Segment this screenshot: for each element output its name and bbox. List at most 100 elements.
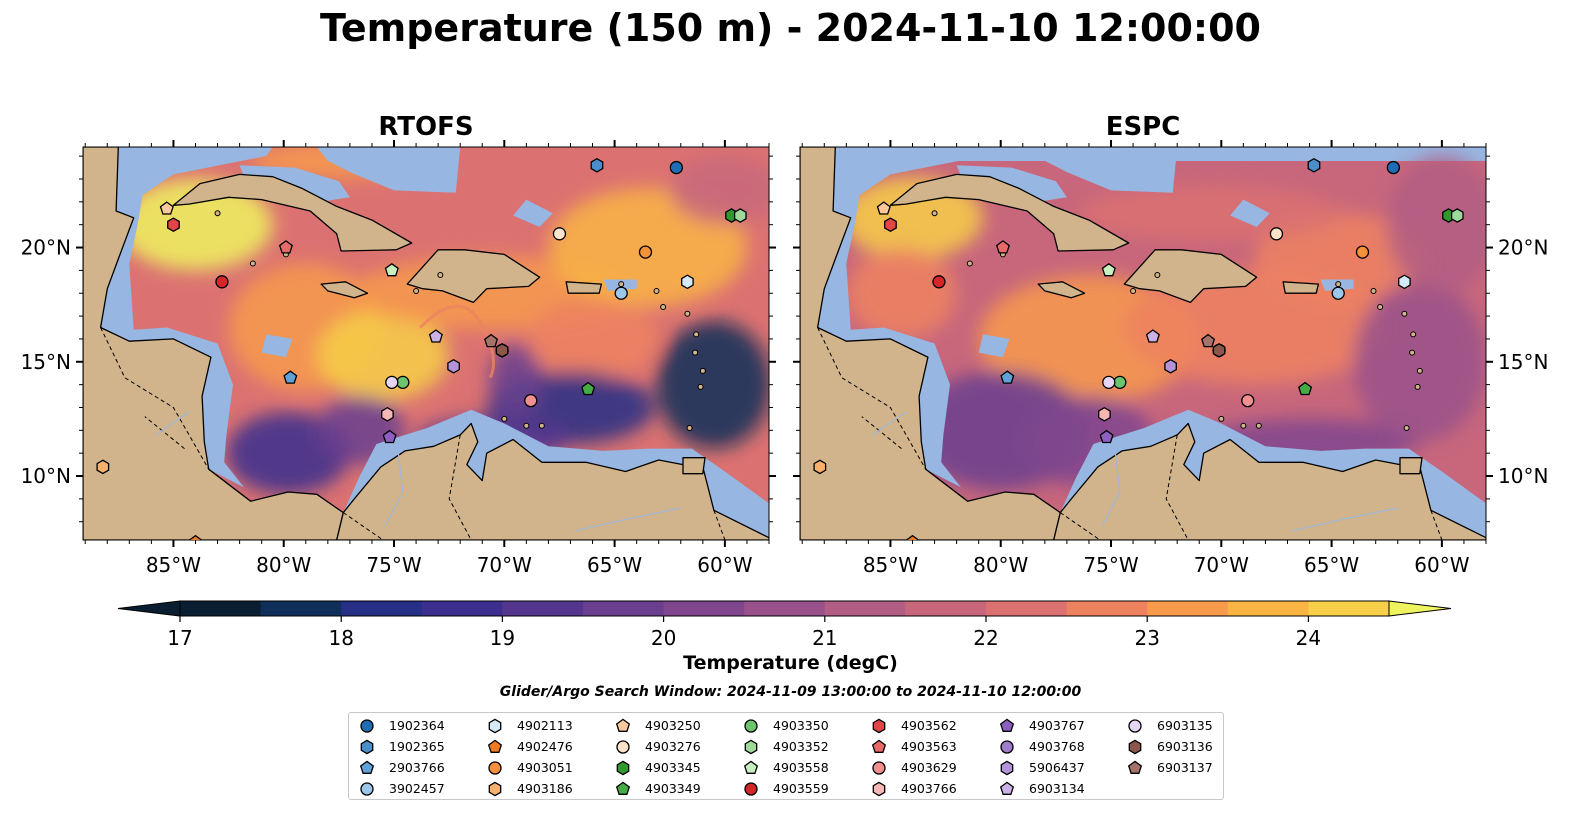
legend-item-6903134: 6903134 xyxy=(999,778,1085,799)
colorbar-tick-label: 21 xyxy=(812,626,837,650)
land-centralAmerica xyxy=(83,147,344,540)
island xyxy=(1154,271,1161,278)
shelf-water xyxy=(316,147,461,193)
temperature-anomaly xyxy=(669,156,769,225)
float-marker-4903352 xyxy=(733,208,747,223)
float-marker-4903766 xyxy=(1098,406,1111,422)
lon-tick-label: 65°W xyxy=(587,553,642,577)
shelf-water xyxy=(261,334,293,358)
legend-item-4903186: 4903186 xyxy=(487,778,573,799)
legend-item-2903766: 2903766 xyxy=(359,757,445,778)
colorbar-extend-min xyxy=(117,600,181,617)
country-border xyxy=(448,434,472,540)
colorbar-segment xyxy=(986,601,1068,616)
island xyxy=(653,287,660,294)
map-panel-rtofs xyxy=(83,147,769,540)
legend-item-4903350: 4903350 xyxy=(743,715,829,736)
legend-label: 6903135 xyxy=(1157,718,1213,733)
legend-marker xyxy=(743,760,759,774)
legend-marker-hexagon-icon xyxy=(488,718,502,733)
shelf-water xyxy=(83,147,273,488)
legend-item-4903345: 4903345 xyxy=(615,757,701,778)
colorbar-tick-label: 20 xyxy=(651,626,676,650)
island xyxy=(1401,310,1408,317)
legend-label: 4903563 xyxy=(901,739,957,754)
island xyxy=(1335,281,1342,288)
lat-tick-label: 10°N xyxy=(21,464,71,488)
float-marker-6903137 xyxy=(1201,333,1216,348)
river xyxy=(1291,507,1398,532)
legend-item-6903135: 6903135 xyxy=(1127,715,1213,736)
lon-tick-label: 60°W xyxy=(697,553,752,577)
legend-label: 4903558 xyxy=(773,760,829,775)
legend-marker-pentagon-icon xyxy=(999,718,1015,732)
legend-marker-hexagon-icon xyxy=(1128,739,1142,754)
float-marker-6903135 xyxy=(1102,375,1116,389)
colorbar-segment xyxy=(583,601,665,616)
island xyxy=(1240,422,1247,429)
island xyxy=(413,287,420,294)
river xyxy=(1101,453,1121,527)
shelf-water xyxy=(1033,147,1178,193)
float-marker-4903349 xyxy=(1298,381,1313,396)
legend-marker-circle-icon xyxy=(1128,718,1142,733)
float-marker-4903767 xyxy=(1099,429,1114,444)
colorbar-tick-label: 23 xyxy=(1134,626,1159,650)
island xyxy=(1218,415,1225,422)
legend-label: 4903186 xyxy=(517,781,573,796)
island xyxy=(699,367,706,374)
river xyxy=(574,507,681,532)
legend-marker xyxy=(615,781,631,795)
legend-marker-circle-icon xyxy=(488,760,502,775)
float-marker-2903766 xyxy=(283,370,298,384)
country-border xyxy=(861,416,902,449)
legend-label: 4903559 xyxy=(773,781,829,796)
colorbar-segment xyxy=(1227,601,1309,616)
legend: 1902364 1902365 2903766 3902457 4902113 49024… xyxy=(348,712,1224,800)
float-marker-4903276 xyxy=(1269,227,1284,241)
land-jamaica xyxy=(320,281,369,299)
float-marker-3902457 xyxy=(614,286,628,300)
panel-title-rtofs: RTOFS xyxy=(378,112,474,142)
legend-label: 4903051 xyxy=(517,760,573,775)
legend-marker-pentagon-icon xyxy=(743,760,759,774)
legend-label: 4903349 xyxy=(645,781,701,796)
float-markers-rtofs xyxy=(96,157,747,540)
float-marker-4903352 xyxy=(1450,208,1464,223)
float-marker-2903766 xyxy=(1000,370,1015,384)
legend-marker-circle-icon xyxy=(1000,739,1014,754)
float-marker-4903349 xyxy=(581,381,596,396)
legend-marker-hexagon-icon xyxy=(744,739,758,754)
lon-tick-label: 80°W xyxy=(256,553,311,577)
temperature-anomaly xyxy=(846,247,957,339)
legend-marker xyxy=(744,718,758,733)
float-marker-4903250 xyxy=(876,201,891,215)
legend-item-4902476: 4902476 xyxy=(487,736,573,757)
legend-label: 4903250 xyxy=(645,718,701,733)
legend-marker-circle-icon xyxy=(872,760,886,775)
float-marker-1902364 xyxy=(669,160,684,175)
legend-marker-pentagon-icon xyxy=(615,718,631,732)
float-marker-4903562 xyxy=(167,217,180,233)
island xyxy=(249,260,256,267)
legend-marker-hexagon-icon xyxy=(1000,760,1014,775)
island xyxy=(966,260,973,267)
country-border xyxy=(343,512,384,540)
legend-label: 4903767 xyxy=(1029,718,1085,733)
colorbar-segment xyxy=(1066,601,1148,616)
float-marker-4903562 xyxy=(884,217,897,233)
float-marker-4903250 xyxy=(159,201,174,215)
colorbar-tick-label: 22 xyxy=(973,626,998,650)
float-marker-1902364 xyxy=(1386,160,1401,175)
legend-marker-circle-icon xyxy=(616,739,630,754)
island xyxy=(692,349,699,356)
legend-marker xyxy=(999,781,1015,795)
float-marker-4902113 xyxy=(1398,274,1411,290)
legend-item-4903558: 4903558 xyxy=(743,757,829,778)
island xyxy=(1403,425,1410,432)
land-southAmerica xyxy=(336,422,769,540)
temperature-anomaly xyxy=(526,297,659,381)
island xyxy=(1370,287,1377,294)
colorbar-segment xyxy=(341,601,423,616)
